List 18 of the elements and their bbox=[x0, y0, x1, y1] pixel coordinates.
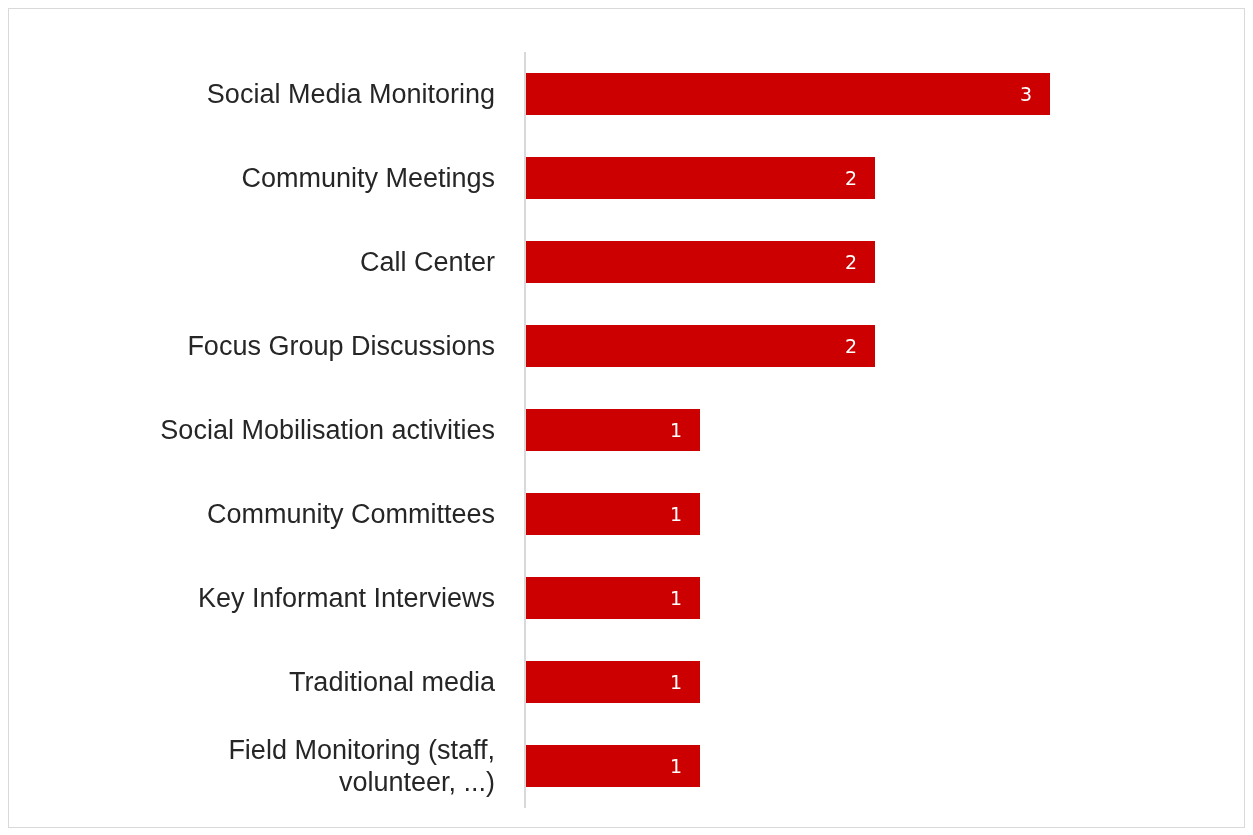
data-label: 1 bbox=[669, 418, 682, 441]
y-tick-label: Traditional media bbox=[288, 667, 496, 697]
data-label: 1 bbox=[669, 670, 682, 693]
y-tick-label: Community Committees bbox=[206, 499, 495, 529]
y-tick-label: Key Informant Interviews bbox=[197, 583, 495, 613]
data-label: 1 bbox=[669, 502, 682, 525]
y-tick-label: Focus Group Discussions bbox=[187, 331, 495, 361]
data-label: 3 bbox=[1019, 82, 1032, 105]
data-label: 1 bbox=[669, 586, 682, 609]
y-tick-label: Call Center bbox=[359, 247, 495, 277]
y-tick-label: Community Meetings bbox=[241, 163, 495, 193]
y-tick-label: Field Monitoring (staff, volunteer, ...) bbox=[228, 735, 495, 797]
data-label: 1 bbox=[669, 754, 682, 777]
data-label: 2 bbox=[844, 334, 857, 357]
y-tick-label: Social Mobilisation activities bbox=[160, 415, 495, 445]
data-label: 2 bbox=[844, 166, 857, 189]
data-label: 2 bbox=[844, 250, 857, 273]
y-tick-label: Social Media Monitoring bbox=[206, 79, 495, 109]
